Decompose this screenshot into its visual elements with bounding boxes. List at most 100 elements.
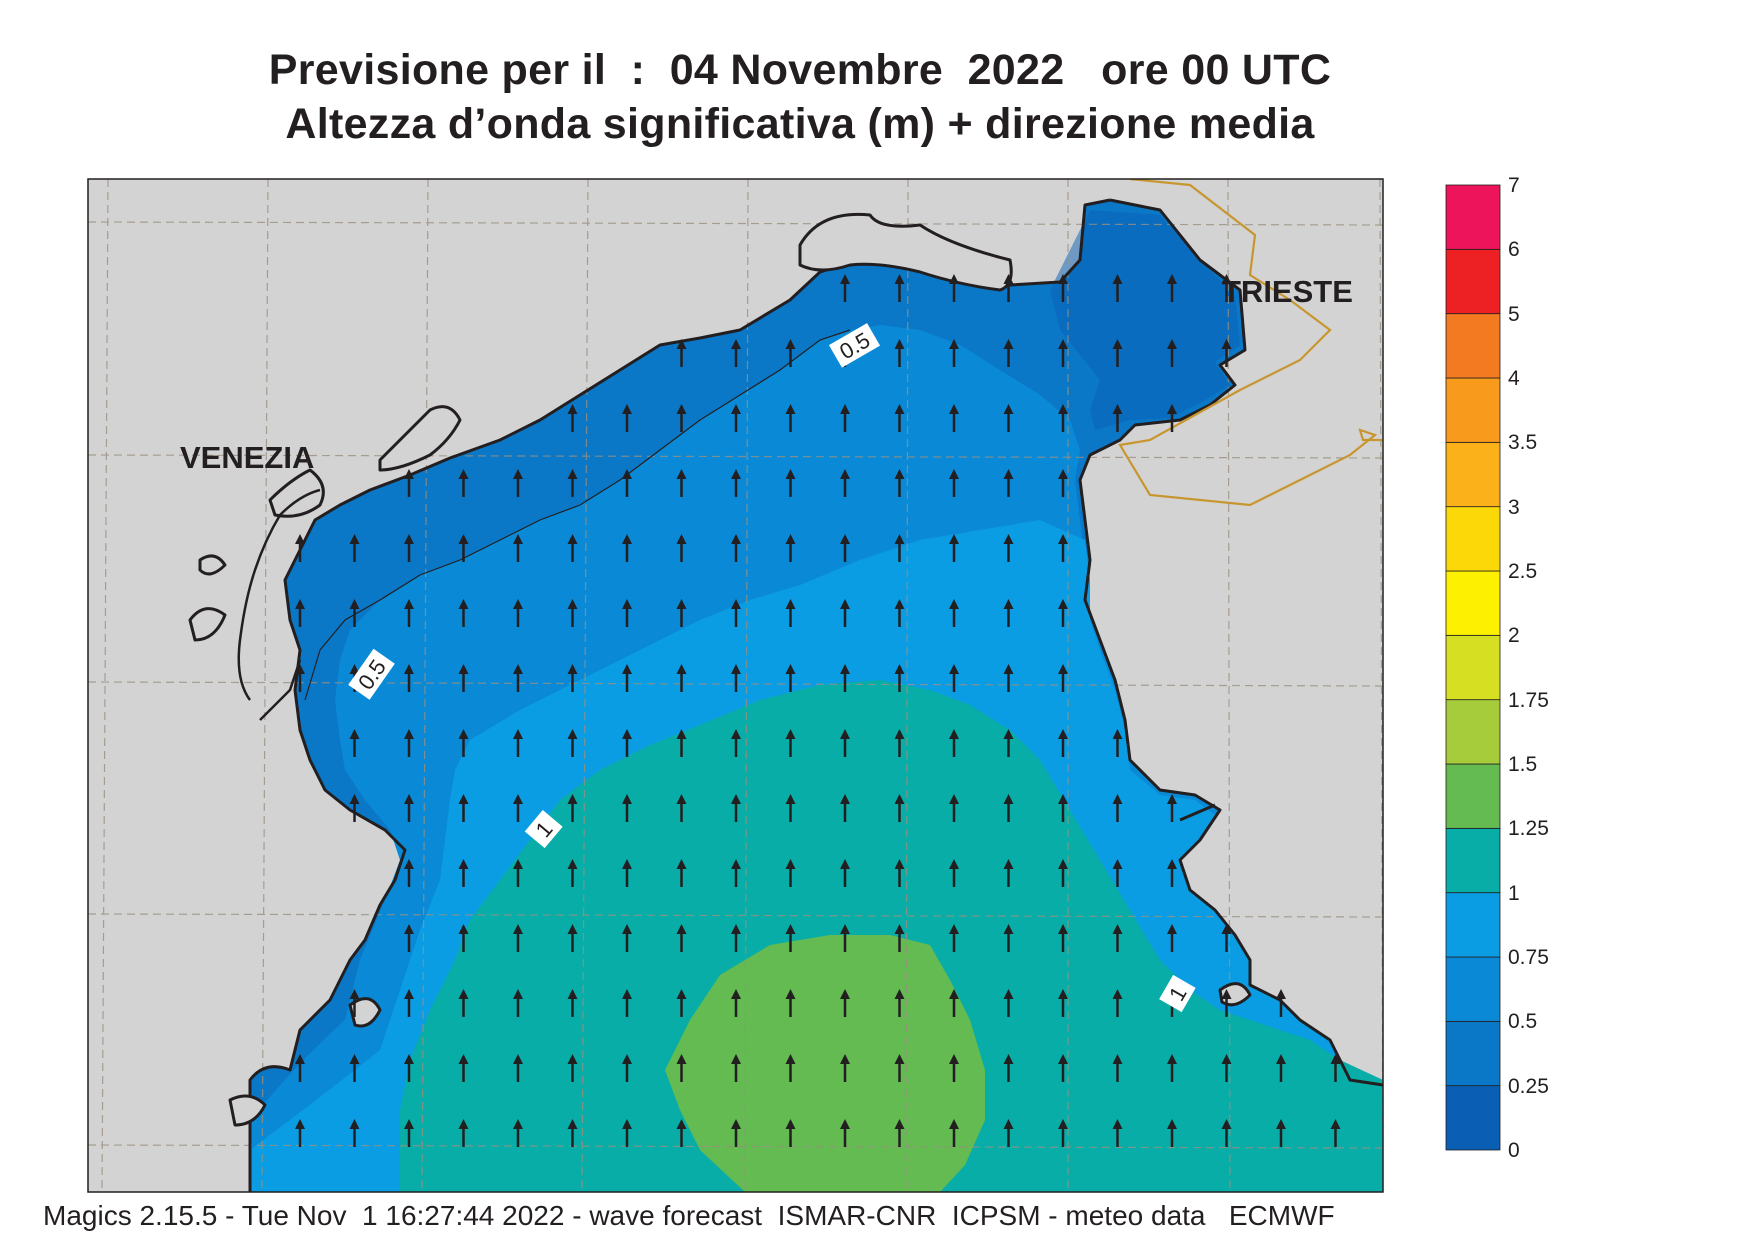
direction-arrow <box>1167 274 1177 302</box>
direction-arrow <box>785 469 796 497</box>
direction-arrow <box>676 469 687 497</box>
direction-arrow <box>458 599 469 627</box>
direction-arrow <box>622 989 632 1017</box>
direction-arrow <box>1003 729 1014 757</box>
colorbar-swatch <box>1445 956 1501 1022</box>
direction-arrow <box>785 924 796 952</box>
direction-arrow <box>1112 924 1123 952</box>
direction-arrow <box>1167 339 1177 367</box>
direction-arrow <box>894 1054 905 1082</box>
direction-arrow <box>785 729 796 757</box>
direction-arrow <box>1003 469 1014 497</box>
direction-arrow <box>1167 1054 1177 1082</box>
direction-arrow <box>731 859 741 887</box>
direction-arrow <box>785 1119 796 1147</box>
direction-arrow <box>513 794 523 822</box>
direction-arrow <box>731 794 741 822</box>
direction-arrow <box>949 404 959 432</box>
direction-arrow <box>567 1119 578 1147</box>
direction-arrow <box>1221 1054 1232 1082</box>
colorbar-swatch <box>1445 699 1501 765</box>
colorbar-tick-label: 7 <box>1508 174 1520 197</box>
direction-arrow <box>949 794 959 822</box>
direction-arrow <box>949 274 959 302</box>
direction-arrow <box>567 534 578 562</box>
direction-arrow <box>513 534 523 562</box>
colorbar-tick-label: 3.5 <box>1508 431 1538 455</box>
direction-arrow <box>1058 729 1068 757</box>
direction-arrow <box>785 794 796 822</box>
direction-arrow <box>840 274 850 302</box>
direction-arrow <box>622 599 632 627</box>
direction-arrow <box>1058 534 1068 562</box>
direction-arrow <box>622 729 632 757</box>
direction-arrow <box>567 664 578 692</box>
direction-arrow <box>1112 404 1123 432</box>
direction-arrow <box>1058 339 1068 367</box>
direction-arrow <box>840 404 850 432</box>
direction-arrow <box>676 404 687 432</box>
direction-arrow <box>404 859 414 887</box>
direction-arrow <box>1058 859 1068 887</box>
direction-arrow <box>1221 339 1232 367</box>
direction-arrow <box>404 469 414 497</box>
colorbar-swatch <box>1445 570 1501 636</box>
colorbar-tick-label: 0 <box>1508 1139 1520 1162</box>
direction-arrow <box>1058 1119 1068 1147</box>
direction-arrow <box>567 599 578 627</box>
direction-arrow <box>349 989 360 1017</box>
direction-arrow <box>458 1119 469 1147</box>
direction-arrow <box>676 794 687 822</box>
direction-arrow <box>676 664 687 692</box>
direction-arrow <box>1058 924 1068 952</box>
direction-arrow <box>731 1119 741 1147</box>
direction-arrow <box>622 1119 632 1147</box>
direction-arrow <box>731 664 741 692</box>
direction-arrow <box>731 924 741 952</box>
direction-arrow <box>404 794 414 822</box>
direction-arrow <box>295 1054 305 1082</box>
direction-arrow <box>894 794 905 822</box>
direction-arrow <box>1003 599 1014 627</box>
direction-arrow <box>567 989 578 1017</box>
direction-arrow <box>295 664 305 692</box>
direction-arrow <box>1221 989 1232 1017</box>
direction-arrow <box>1112 339 1123 367</box>
direction-arrow <box>1003 794 1014 822</box>
direction-arrow <box>513 599 523 627</box>
direction-arrow <box>1058 274 1068 302</box>
colorbar-tick-label: 1.5 <box>1508 753 1538 776</box>
direction-arrow <box>513 729 523 757</box>
direction-arrow <box>840 1119 850 1147</box>
direction-arrow <box>840 469 850 497</box>
national-border <box>1118 179 1383 507</box>
direction-arrow <box>458 1054 469 1082</box>
direction-arrow <box>894 924 905 952</box>
direction-arrow <box>622 1054 632 1082</box>
direction-arrow <box>785 339 796 367</box>
direction-arrow <box>567 794 578 822</box>
colorbar-tick-label: 1.25 <box>1508 817 1549 841</box>
colorbar-tick-label: 0.75 <box>1508 946 1549 969</box>
direction-arrow <box>1276 989 1286 1017</box>
direction-arrow <box>676 729 687 757</box>
direction-arrow <box>785 534 796 562</box>
direction-arrow <box>894 599 905 627</box>
venice-lagoon <box>237 488 321 721</box>
direction-arrow <box>676 599 687 627</box>
map-frame <box>87 178 1384 1193</box>
direction-arrow <box>1330 1119 1341 1147</box>
direction-arrow <box>1003 989 1014 1017</box>
direction-arrow <box>458 924 469 952</box>
direction-arrow <box>1058 469 1068 497</box>
direction-arrow <box>295 534 305 562</box>
direction-arrow <box>404 599 414 627</box>
direction-arrow <box>949 534 959 562</box>
direction-arrow <box>731 1054 741 1082</box>
colorbar-swatch <box>1445 1085 1501 1151</box>
direction-arrow <box>404 924 414 952</box>
direction-arrow <box>404 664 414 692</box>
direction-arrow <box>676 1119 687 1147</box>
direction-arrow <box>1112 274 1123 302</box>
